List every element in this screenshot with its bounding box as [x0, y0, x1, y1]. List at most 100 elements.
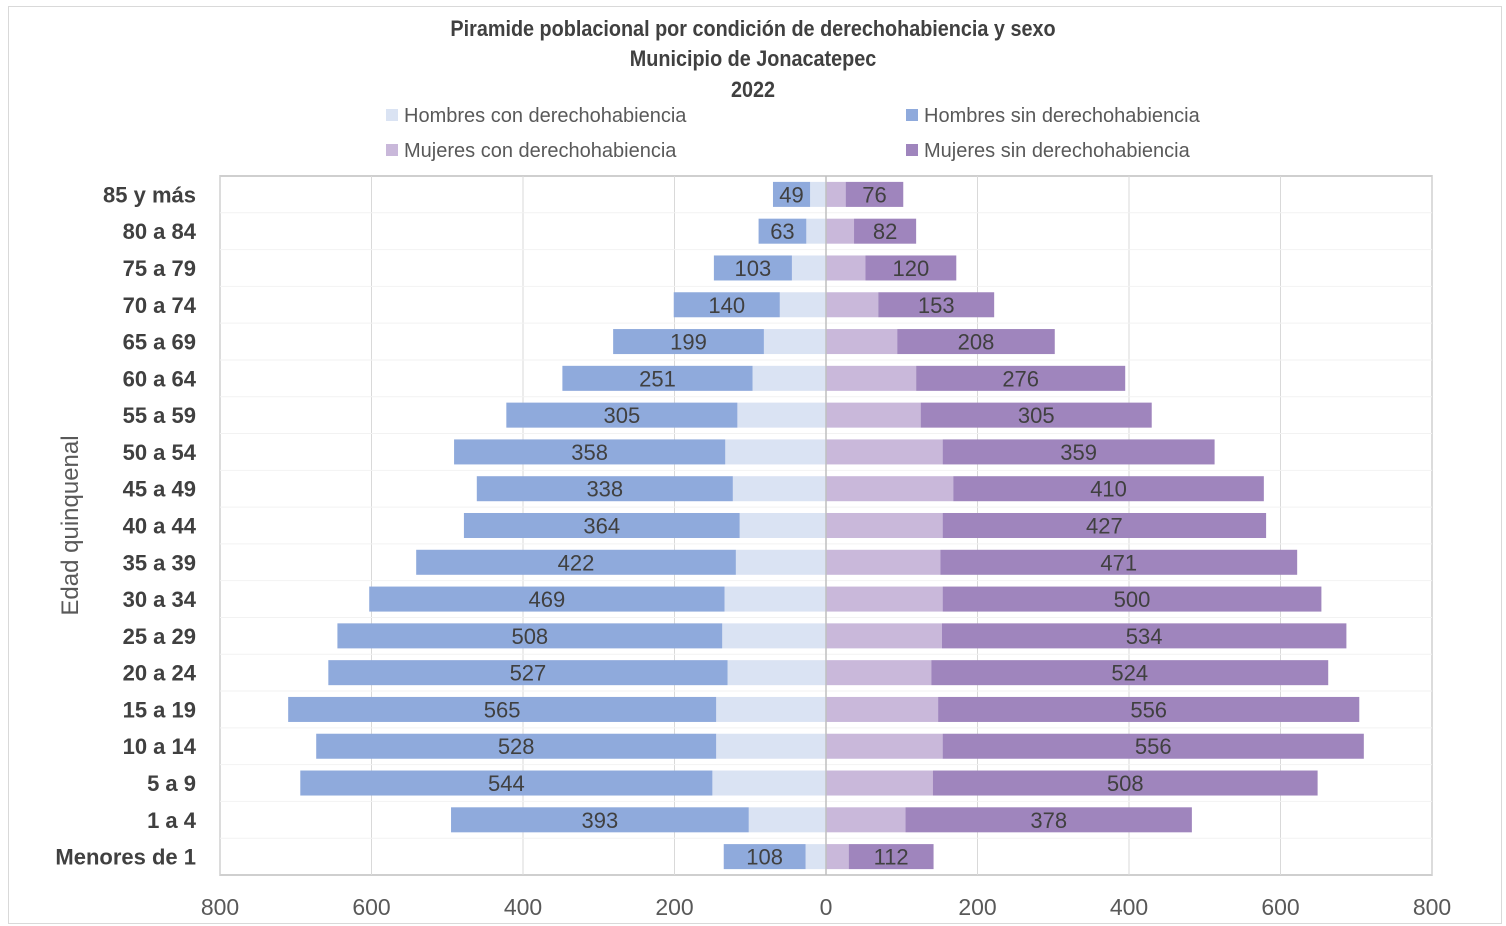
bar-mujeres-sin [942, 512, 1267, 539]
legend-label: Hombres con derechohabiencia [404, 105, 687, 127]
bar-mujeres-sin [931, 660, 1329, 686]
bar-mujeres-sin [953, 476, 1264, 502]
data-label: 338 [586, 477, 623, 502]
bar-mujeres-sin [932, 770, 1318, 796]
bar-hombres-sin [463, 512, 740, 539]
chart-title: Piramide poblacional por condición de de… [450, 16, 1056, 41]
category-label: 60 a 64 [123, 366, 197, 391]
bar-hombres-con [752, 365, 826, 391]
bar-hombres-con [716, 696, 826, 722]
bar-mujeres-con [826, 549, 941, 575]
data-label: 82 [873, 219, 897, 244]
legend-swatch [906, 109, 918, 121]
data-label: 208 [958, 330, 995, 355]
data-label: 393 [582, 808, 619, 833]
bar-hombres-sin [506, 402, 738, 428]
bar-mujeres-con [826, 512, 943, 539]
bar-hombres-sin [758, 218, 807, 244]
data-label: 103 [735, 256, 772, 281]
category-label: Menores de 1 [55, 845, 196, 870]
bar-hombres-con [810, 181, 826, 207]
x-tick-label: 600 [352, 894, 390, 920]
bar-mujeres-sin [897, 329, 1055, 355]
legend-item-hombres-sin: Hombres sin derechohabiencia [906, 105, 1200, 128]
category-label: 5 a 9 [147, 771, 196, 796]
bar-mujeres-con [826, 770, 933, 796]
bar-mujeres-con [826, 586, 943, 612]
bar-mujeres-sin [878, 292, 995, 318]
bar-mujeres-con [826, 365, 917, 391]
bar-mujeres-sin [848, 844, 934, 870]
bar-mujeres-con [826, 218, 855, 244]
bar-mujeres-sin [905, 807, 1192, 833]
data-label: 112 [874, 845, 909, 870]
bar-mujeres-sin [938, 696, 1360, 722]
bar-mujeres-con [826, 733, 943, 759]
data-label: 140 [708, 293, 745, 318]
data-label: 471 [1100, 550, 1137, 575]
bar-mujeres-con [826, 660, 932, 686]
bar-hombres-con [737, 402, 826, 428]
legend-swatch [386, 144, 398, 156]
bar-mujeres-sin [941, 623, 1347, 649]
x-tick-label: 600 [1261, 894, 1299, 920]
bar-hombres-sin [416, 549, 736, 575]
legend-item-mujeres-sin: Mujeres sin derechohabiencia [906, 140, 1190, 163]
data-label: 364 [583, 514, 620, 539]
bar-hombres-con [716, 733, 826, 759]
data-label: 305 [603, 403, 640, 428]
category-label: 65 a 69 [123, 330, 196, 355]
category-label: 55 a 59 [123, 403, 196, 428]
bar-mujeres-con [826, 329, 898, 355]
data-label: 469 [529, 587, 566, 612]
bar-mujeres-sin [920, 402, 1152, 428]
chart-frame [8, 6, 1502, 924]
data-label: 76 [862, 182, 886, 207]
bar-hombres-sin [316, 733, 717, 759]
data-label: 565 [484, 697, 521, 722]
bar-mujeres-sin [845, 181, 904, 207]
x-tick-label: 400 [504, 894, 542, 920]
legend-swatch [386, 109, 398, 121]
bar-hombres-sin [613, 329, 764, 355]
x-tick-label: 400 [1110, 894, 1148, 920]
bar-hombres-sin [337, 623, 723, 649]
legend-item-mujeres-con: Mujeres con derechohabiencia [386, 140, 676, 163]
category-label: 30 a 34 [123, 587, 197, 612]
bar-mujeres-sin [865, 255, 957, 281]
data-label: 276 [1002, 366, 1039, 391]
bar-mujeres-con [826, 844, 849, 870]
data-label: 556 [1130, 697, 1167, 722]
category-label: 25 a 29 [123, 624, 196, 649]
bar-hombres-con [735, 549, 826, 575]
data-label: 544 [488, 771, 525, 796]
x-tick-label: 800 [1413, 894, 1451, 920]
bar-mujeres-con [826, 476, 954, 502]
bar-mujeres-con [826, 255, 866, 281]
bar-hombres-sin [713, 255, 792, 281]
data-label: 358 [571, 440, 608, 465]
data-label: 63 [770, 219, 794, 244]
bar-mujeres-con [826, 696, 939, 722]
data-label: 410 [1090, 477, 1127, 502]
bar-hombres-con [739, 512, 826, 539]
bar-mujeres-sin [942, 586, 1322, 612]
data-label: 508 [1107, 771, 1144, 796]
bar-mujeres-con [826, 807, 906, 833]
data-label: 378 [1030, 808, 1067, 833]
data-label: 359 [1060, 440, 1097, 465]
bar-hombres-con [724, 586, 826, 612]
data-label: 528 [498, 734, 535, 759]
data-label: 556 [1135, 734, 1172, 759]
category-label: 80 a 84 [123, 219, 197, 244]
data-label: 199 [670, 330, 707, 355]
data-label: 153 [918, 293, 955, 318]
chart-subtitle: Municipio de Jonacatepec [629, 46, 877, 71]
data-label: 49 [779, 182, 803, 207]
bar-hombres-con [712, 770, 826, 796]
data-label: 427 [1086, 514, 1123, 539]
bar-hombres-con [763, 329, 826, 355]
x-tick-label: 200 [655, 894, 693, 920]
category-label: 70 a 74 [123, 293, 197, 318]
